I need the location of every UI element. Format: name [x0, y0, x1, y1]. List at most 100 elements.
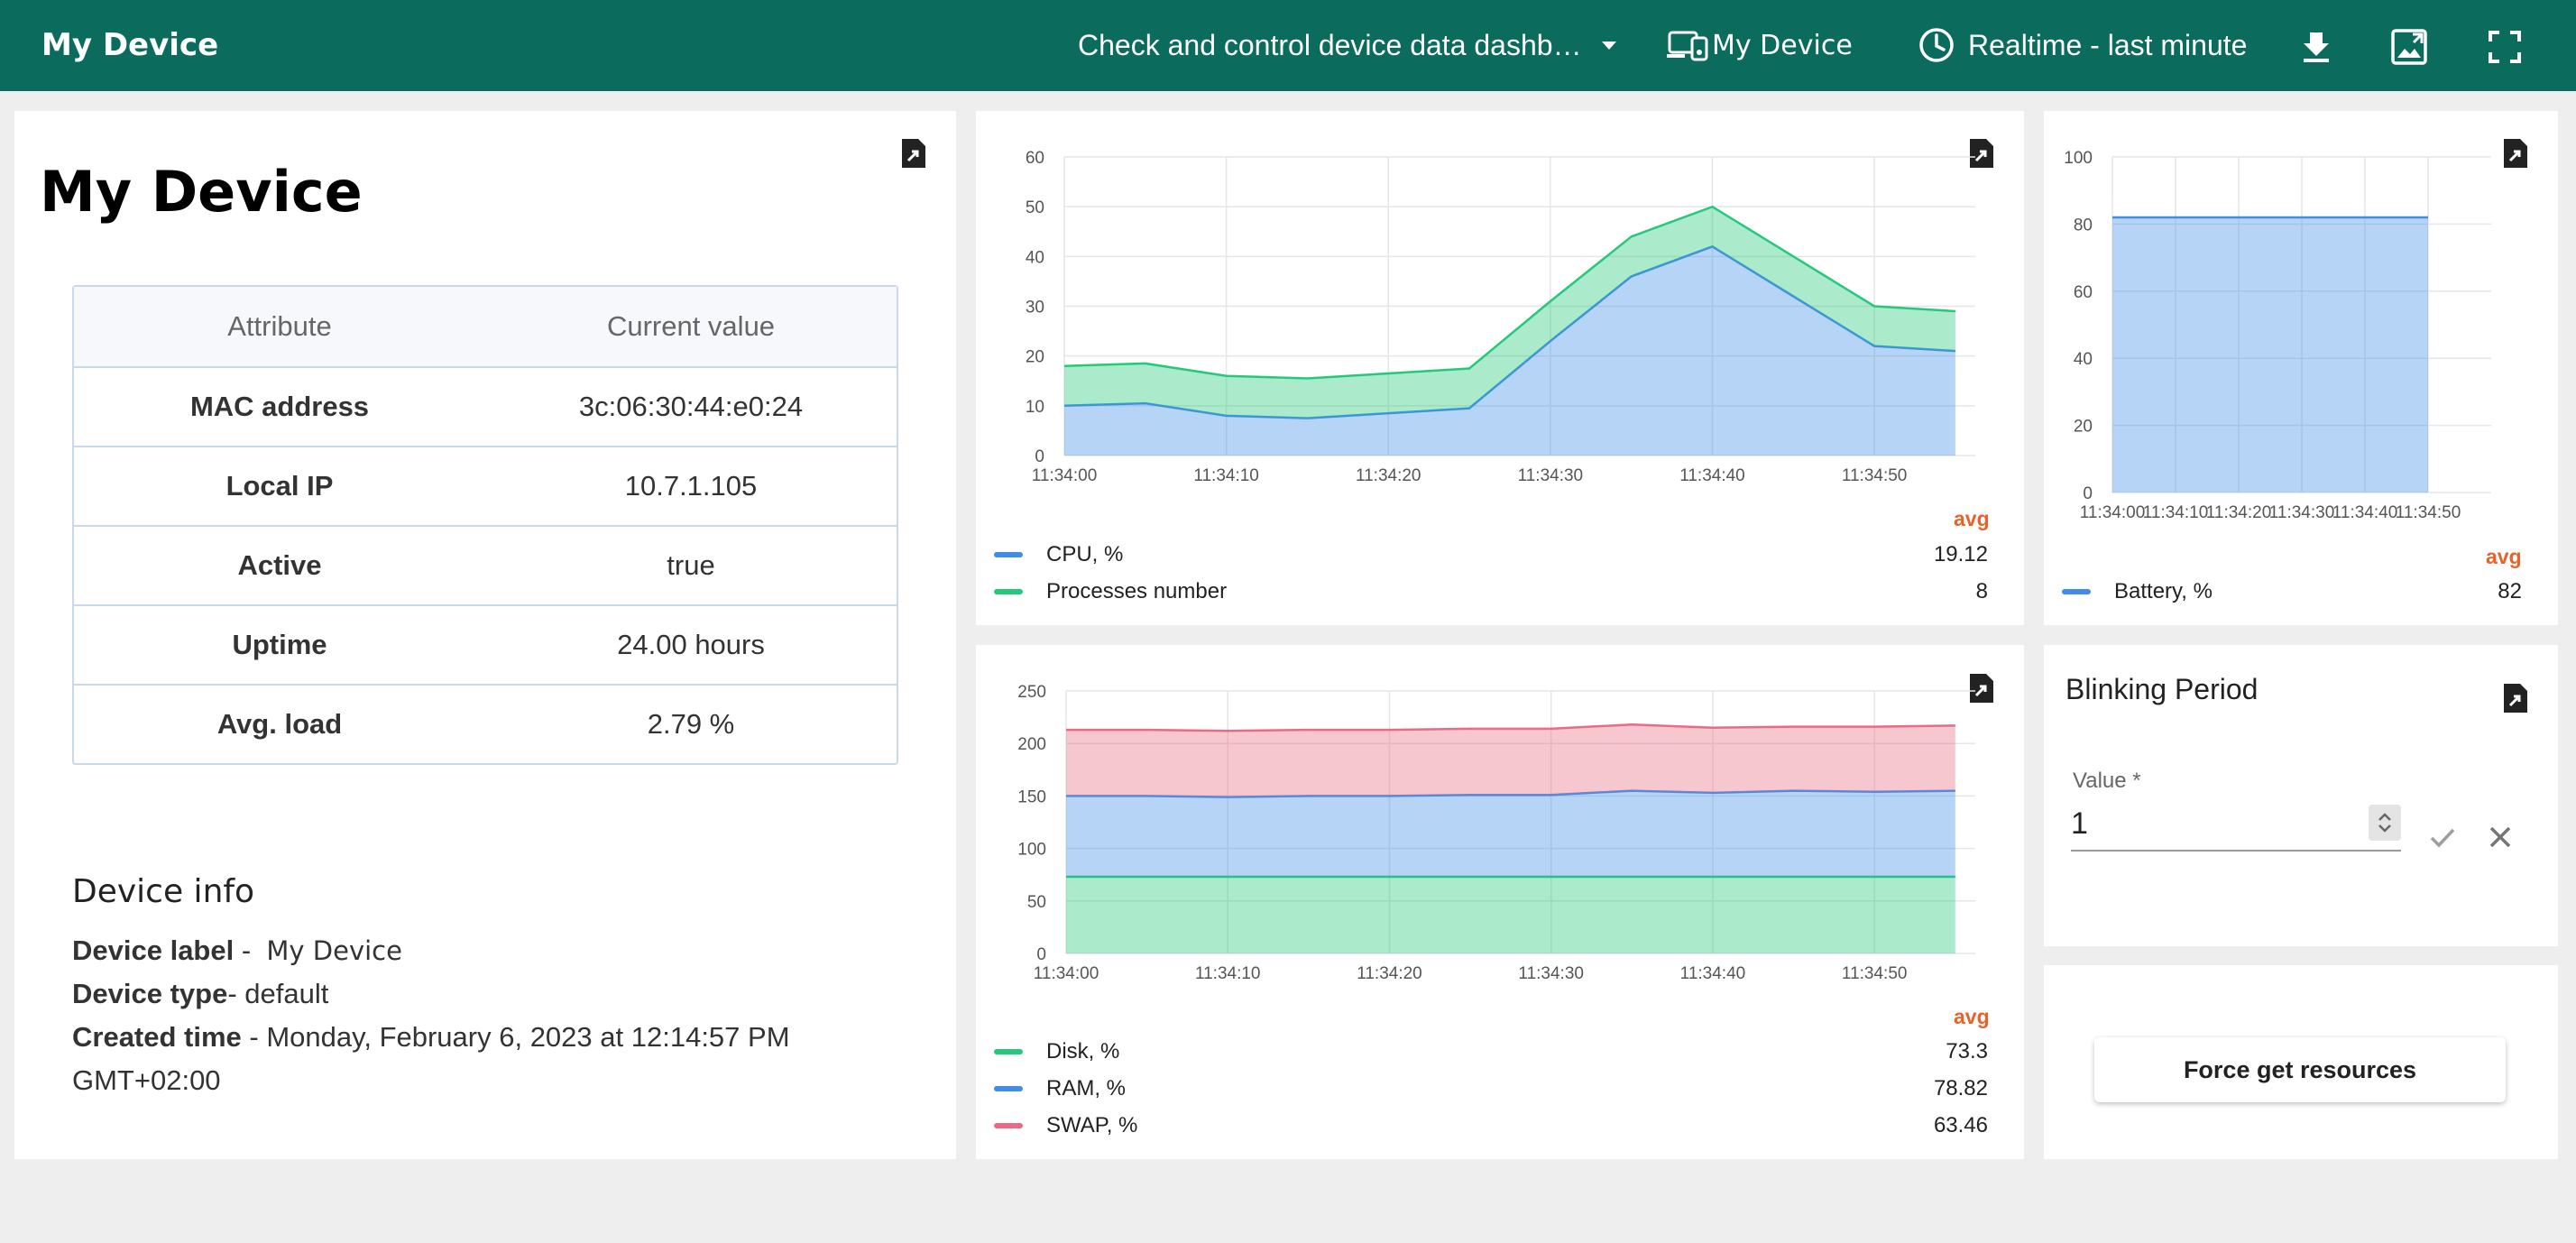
chevron-down-icon: [1598, 34, 1620, 56]
x-tick-label: 11:34:00: [1034, 964, 1099, 983]
x-tick-label: 11:34:40: [1679, 466, 1745, 485]
legend-label: Disk, %: [1046, 1039, 1119, 1064]
legend-avg-value: 8: [1903, 579, 1988, 604]
series-area: [1066, 724, 1955, 796]
x-tick-label: 11:34:20: [1357, 964, 1422, 983]
entity-select[interactable]: My Device: [1667, 25, 1853, 65]
x-tick-label: 11:34:30: [2269, 503, 2335, 522]
info-value: default: [244, 978, 328, 1009]
attribute-value: 10.7.1.105: [485, 470, 897, 502]
dashboard-title: My Device: [41, 27, 218, 63]
series-area: [1066, 791, 1955, 877]
x-tick-label: 11:34:40: [2332, 503, 2398, 522]
legend-label: RAM, %: [1046, 1076, 1126, 1101]
blinking-period-title: Blinking Period: [2065, 673, 2258, 706]
legend-item[interactable]: SWAP, %: [994, 1113, 1137, 1138]
y-tick-label: 100: [1017, 841, 1046, 860]
dashboard-select-label: Check and control device data dashb…: [1078, 29, 1582, 62]
legend-avg-value: 78.82: [1903, 1076, 1988, 1101]
timewindow-label: Realtime - last minute: [1968, 29, 2247, 62]
legend-item[interactable]: Battery, %: [2062, 579, 2213, 604]
close-icon[interactable]: [2484, 821, 2516, 853]
attribute-name: MAC address: [74, 391, 485, 423]
table-row: Uptime 24.00 hours: [74, 604, 897, 684]
fullscreen-icon[interactable]: [2485, 27, 2525, 67]
device-label-line: Device label - My Device: [72, 935, 402, 967]
legend-item[interactable]: Processes number: [994, 579, 1227, 604]
x-tick-label: 11:34:30: [1518, 466, 1584, 485]
legend-item[interactable]: Disk, %: [994, 1039, 1119, 1064]
y-tick-label: 80: [2074, 216, 2093, 235]
legend-avg-value: 19.12: [1903, 542, 1988, 567]
info-key: Device label: [72, 935, 234, 966]
attribute-value: 24.00 hours: [485, 629, 897, 661]
timewindow-button[interactable]: Realtime - last minute: [1918, 25, 2247, 65]
info-value: Monday, February 6, 2023 at 12:14:57 PM: [266, 1021, 789, 1053]
check-icon[interactable]: [2426, 821, 2459, 853]
cpu-processes-chart: 0 10 20 30 40 50 60 11:34:00 11:34:10 11:34:20 11:…: [976, 111, 2024, 508]
legend-avg-value: 73.3: [1903, 1039, 1988, 1064]
table-row: Avg. load 2.79 %: [74, 684, 897, 763]
table-row: MAC address 3c:06:30:44:e0:24: [74, 366, 897, 446]
x-tick-label: 11:34:30: [1518, 964, 1584, 983]
y-tick-label: 20: [2074, 418, 2093, 437]
stepper-arrows-icon: [2369, 805, 2401, 841]
legend-item[interactable]: RAM, %: [994, 1076, 1126, 1101]
y-tick-label: 50: [1027, 893, 1046, 912]
legend-swatch: [994, 589, 1023, 594]
x-tick-label: 11:34:40: [1680, 964, 1746, 983]
y-tick-label: 40: [1026, 248, 1044, 267]
created-time-line-2: GMT+02:00: [72, 1064, 221, 1097]
legend-swatch: [994, 1049, 1023, 1054]
number-stepper[interactable]: [2369, 805, 2401, 841]
device-info-title: Device info: [72, 873, 254, 910]
info-key: Device type: [72, 978, 227, 1009]
y-tick-label: 60: [1026, 149, 1044, 168]
x-tick-label: 11:34:50: [1842, 964, 1908, 983]
x-tick-label: 11:34:50: [1842, 466, 1908, 485]
y-tick-label: 40: [2074, 350, 2093, 369]
battery-chart: 02040608010011:34:0011:34:1011:34:2011:3…: [2044, 111, 2558, 535]
table-row: Local IP 10.7.1.105: [74, 446, 897, 525]
value-field-label: Value *: [2073, 769, 2141, 794]
table-header-row: Attribute Current value: [74, 287, 897, 366]
y-tick-label: 250: [1017, 683, 1046, 702]
device-title: My Device: [40, 159, 363, 225]
column-header: Current value: [485, 310, 897, 343]
series-area: [2112, 217, 2428, 493]
disk-ram-swap-chart: 0 50 100 150 200 250 11:34:00 11:34:10 11:34:20 1…: [976, 645, 2024, 1006]
y-tick-label: 20: [1026, 348, 1044, 367]
legend-label: Processes number: [1046, 579, 1227, 604]
blinking-value-input[interactable]: [2071, 797, 2401, 852]
legend-item[interactable]: CPU, %: [994, 542, 1123, 567]
clock-icon: [1918, 26, 1955, 64]
table-row: Active true: [74, 525, 897, 604]
created-time-line: Created time - Monday, February 6, 2023 …: [72, 1021, 790, 1054]
dashboard-select[interactable]: Check and control device data dashb…: [1078, 25, 1620, 65]
force-get-resources-button[interactable]: Force get resources: [2094, 1037, 2506, 1102]
export-widget-icon[interactable]: [900, 137, 927, 170]
y-tick-label: 150: [1017, 787, 1046, 806]
attribute-name: Local IP: [74, 470, 485, 502]
x-tick-label: 11:34:10: [1193, 466, 1259, 485]
devices-icon: [1667, 27, 1710, 63]
legend-swatch: [994, 1086, 1023, 1091]
download-icon[interactable]: [2296, 27, 2336, 67]
x-tick-label: 11:34:00: [2080, 503, 2146, 522]
entity-select-label: My Device: [1712, 30, 1853, 61]
y-tick-label: 0: [2083, 484, 2093, 503]
export-widget-icon[interactable]: [2502, 682, 2529, 714]
attribute-name: Uptime: [74, 629, 485, 661]
y-tick-label: 50: [1026, 198, 1044, 217]
attribute-value: 2.79 %: [485, 708, 897, 741]
y-tick-label: 30: [1026, 299, 1044, 318]
avg-header: avg: [1954, 1005, 1990, 1029]
legend-swatch: [994, 552, 1023, 557]
x-tick-label: 11:34:10: [2143, 503, 2209, 522]
image-export-icon[interactable]: [2389, 27, 2429, 67]
avg-header: avg: [1954, 507, 1990, 531]
avg-header: avg: [2486, 545, 2522, 569]
y-tick-label: 0: [1035, 447, 1044, 466]
y-tick-label: 0: [1036, 945, 1046, 964]
legend-swatch: [2062, 589, 2091, 594]
